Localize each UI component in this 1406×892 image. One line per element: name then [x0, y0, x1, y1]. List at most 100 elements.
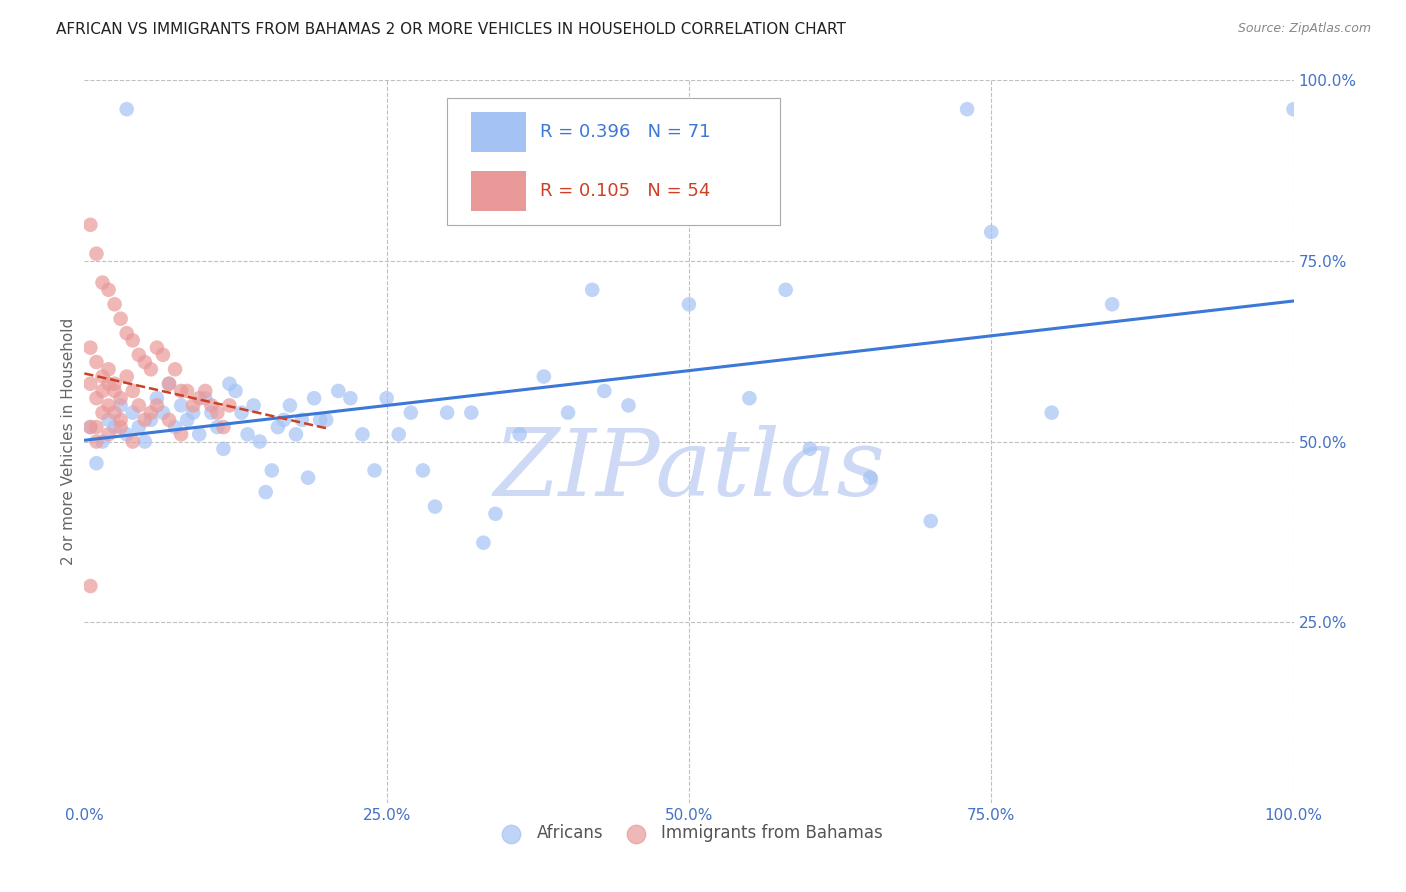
Point	[115, 326, 138, 341]
Point	[278, 398, 301, 412]
Point	[121, 384, 143, 398]
Point	[859, 471, 882, 485]
Point	[152, 348, 174, 362]
Point	[110, 413, 132, 427]
Point	[254, 485, 277, 500]
Point	[165, 362, 187, 376]
Point	[104, 376, 127, 391]
Text: ZIPatlas: ZIPatlas	[494, 425, 884, 516]
Point	[79, 341, 101, 355]
Point	[79, 579, 101, 593]
Point	[146, 391, 169, 405]
Point	[285, 427, 308, 442]
Point	[86, 434, 108, 449]
Point	[484, 507, 506, 521]
Point	[134, 413, 156, 427]
Point	[557, 406, 579, 420]
Point	[581, 283, 603, 297]
Point	[157, 376, 180, 391]
Point	[128, 420, 150, 434]
Point	[104, 384, 127, 398]
Point	[1040, 406, 1063, 420]
Point	[352, 427, 374, 442]
Point	[436, 406, 458, 420]
Point	[533, 369, 555, 384]
Point	[738, 391, 761, 405]
Point	[91, 276, 114, 290]
Point	[121, 334, 143, 348]
Point	[104, 406, 127, 420]
Point	[200, 398, 222, 412]
Point	[128, 348, 150, 362]
Point	[260, 463, 283, 477]
Point	[218, 376, 240, 391]
Point	[110, 398, 132, 412]
Point	[97, 362, 120, 376]
Point	[194, 384, 217, 398]
Point	[388, 427, 411, 442]
Y-axis label: 2 or more Vehicles in Household: 2 or more Vehicles in Household	[60, 318, 76, 566]
Point	[412, 463, 434, 477]
Text: AFRICAN VS IMMIGRANTS FROM BAHAMAS 2 OR MORE VEHICLES IN HOUSEHOLD CORRELATION C: AFRICAN VS IMMIGRANTS FROM BAHAMAS 2 OR …	[56, 22, 846, 37]
Point	[267, 420, 290, 434]
Point	[165, 420, 187, 434]
Point	[128, 398, 150, 412]
Point	[242, 398, 264, 412]
Point	[225, 384, 247, 398]
Point	[328, 384, 350, 398]
Point	[139, 406, 162, 420]
Point	[775, 283, 797, 297]
FancyBboxPatch shape	[471, 171, 526, 211]
Point	[315, 413, 337, 427]
Point	[121, 406, 143, 420]
Point	[980, 225, 1002, 239]
Point	[91, 434, 114, 449]
Point	[375, 391, 398, 405]
Point	[231, 406, 253, 420]
Point	[97, 398, 120, 412]
Legend: Africans, Immigrants from Bahamas: Africans, Immigrants from Bahamas	[488, 817, 890, 848]
Point	[157, 376, 180, 391]
Point	[121, 434, 143, 449]
Point	[139, 362, 162, 376]
Point	[86, 456, 108, 470]
Point	[181, 398, 204, 412]
Point	[176, 413, 198, 427]
Point	[1101, 297, 1123, 311]
Point	[956, 102, 979, 116]
Point	[176, 384, 198, 398]
Point	[115, 102, 138, 116]
Point	[110, 391, 132, 405]
Point	[207, 406, 229, 420]
Point	[115, 369, 138, 384]
Text: R = 0.396   N = 71: R = 0.396 N = 71	[540, 123, 710, 141]
Point	[460, 406, 482, 420]
Point	[86, 391, 108, 405]
Point	[181, 406, 204, 420]
Point	[297, 471, 319, 485]
Point	[194, 391, 217, 405]
Point	[79, 218, 101, 232]
Point	[363, 463, 385, 477]
Point	[509, 427, 531, 442]
Point	[249, 434, 271, 449]
Point	[302, 391, 325, 405]
Point	[86, 420, 108, 434]
FancyBboxPatch shape	[471, 112, 526, 152]
Point	[110, 311, 132, 326]
FancyBboxPatch shape	[447, 98, 780, 225]
Point	[146, 398, 169, 412]
Point	[423, 500, 446, 514]
Point	[139, 413, 162, 427]
Point	[200, 406, 222, 420]
Point	[399, 406, 422, 420]
Point	[97, 427, 120, 442]
Point	[91, 369, 114, 384]
Point	[617, 398, 640, 412]
Point	[170, 384, 193, 398]
Point	[91, 384, 114, 398]
Point	[110, 420, 132, 434]
Point	[157, 413, 180, 427]
Point	[134, 355, 156, 369]
Point	[104, 420, 127, 434]
